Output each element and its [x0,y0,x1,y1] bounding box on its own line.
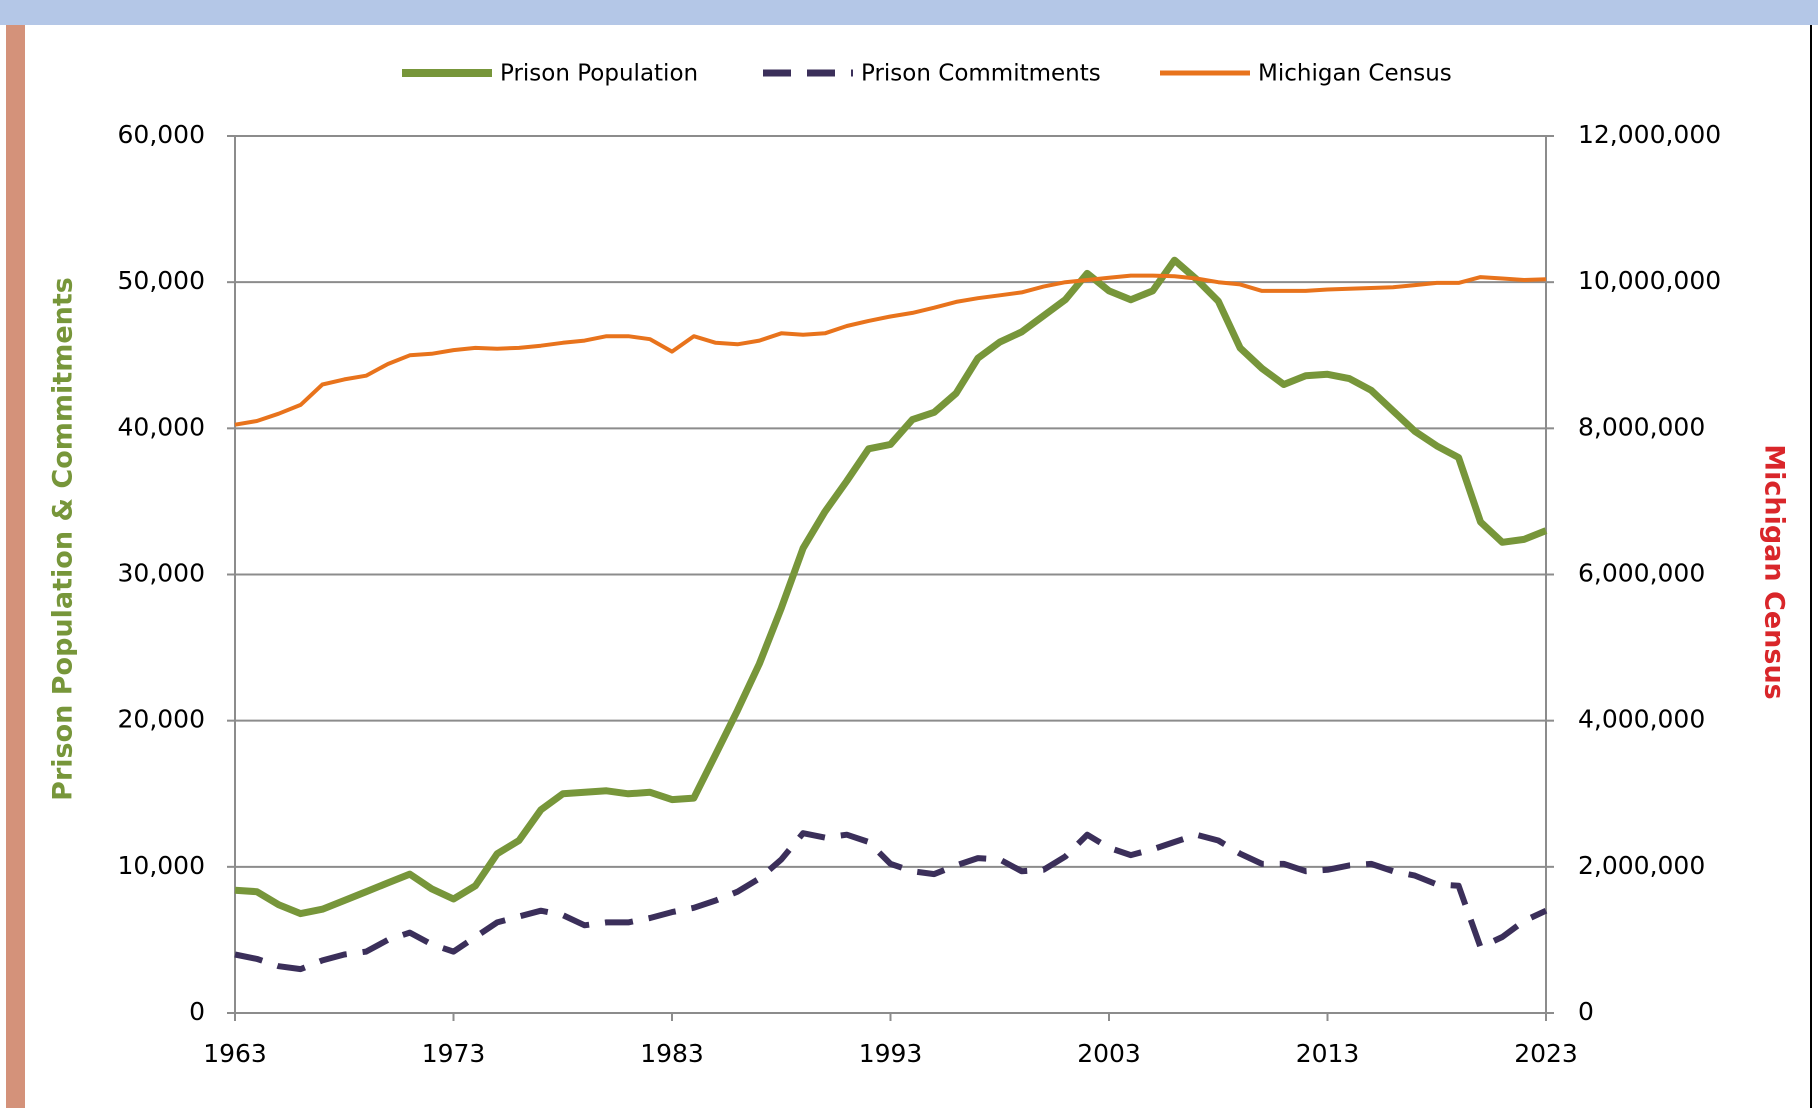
x-tick-label: 2013 [1296,1039,1360,1068]
y2-tick-label: 0 [1578,997,1594,1026]
y2-axis-title: Michigan Census [1759,444,1790,700]
y2-tick-label: 8,000,000 [1578,412,1705,441]
x-tick-label: 2003 [1077,1039,1141,1068]
y2-tick-label: 10,000,000 [1578,266,1721,295]
y-tick-label: 10,000 [118,851,205,880]
y-tick-label: 0 [189,997,205,1026]
y-tick-label: 50,000 [118,266,205,295]
legend-label: Prison Commitments [861,61,1101,87]
side-bar [6,25,25,1108]
y-tick-label: 40,000 [118,412,205,441]
x-tick-label: 1983 [640,1039,704,1068]
x-tick-label: 1963 [203,1039,267,1068]
series-line [234,273,1547,427]
legend-label: Michigan Census [1258,61,1452,87]
x-tick-label: 1993 [859,1039,923,1068]
y2-tick-label: 2,000,000 [1578,851,1705,880]
series-line [234,256,1548,918]
y2-tick-label: 4,000,000 [1578,705,1705,734]
y-tick-label: 30,000 [118,559,205,588]
x-tick-label: 1973 [422,1039,486,1068]
y-axis-title: Prison Population & Commitments [48,277,79,801]
x-tick-label: 2023 [1514,1039,1578,1068]
top-bar [0,0,1818,25]
legend-label: Prison Population [500,61,698,87]
y2-tick-label: 6,000,000 [1578,559,1705,588]
y-tick-label: 20,000 [118,705,205,734]
y-tick-label: 60,000 [118,120,205,149]
y2-tick-label: 12,000,000 [1578,120,1721,149]
series-line [234,830,1548,973]
